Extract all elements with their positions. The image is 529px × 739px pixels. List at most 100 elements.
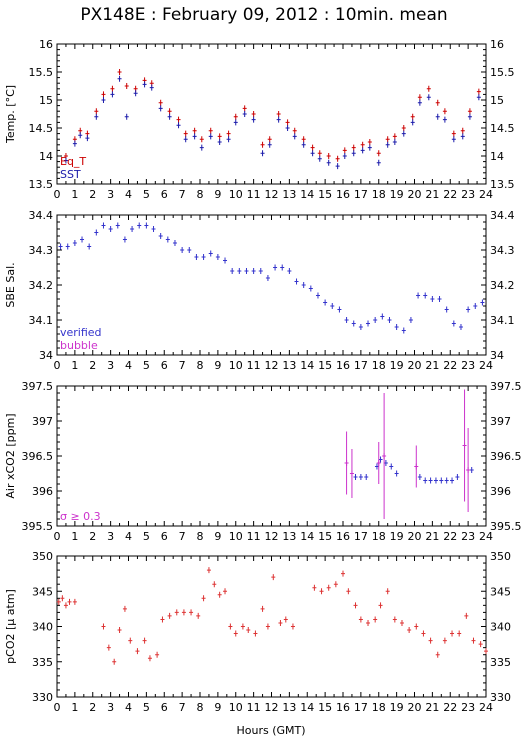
data-point [308,285,313,292]
data-point [233,113,238,120]
data-point [246,627,251,634]
data-point [366,320,371,327]
data-point [330,303,335,309]
data-point [174,609,179,616]
plot-frame [56,43,487,185]
data-point [233,630,238,637]
data-point [135,648,140,655]
x-tick-label: 20 [408,188,422,201]
data-point [344,460,349,466]
y-tick-label-left: 396 [32,485,53,498]
y-tick-label-left: 335 [32,656,53,669]
x-tick-label: 8 [197,701,204,714]
data-point [342,147,347,154]
x-tick-label: 0 [54,359,61,372]
x-tick-label: 9 [214,188,221,201]
temperature-panel: 0 1 2 3 4 5 6 7 8 9 10 11 12 13 14 15 16 17 18 19 20 21 22 23 24… [4,38,515,201]
data-point [223,257,228,264]
x-tick-label: 1 [71,701,78,714]
data-point [335,155,340,162]
data-point [101,623,106,630]
x-tick-label: 18 [372,188,386,201]
x-tick-label: 22 [443,530,457,543]
data-point [417,474,422,480]
data-point [389,463,394,470]
data-point [301,141,306,148]
data-point [433,477,438,484]
data-point [312,584,317,591]
data-point [364,474,369,480]
data-point [273,264,278,271]
data-point [278,619,283,626]
x-tick-label: 12 [265,701,279,714]
x-tick-label: 13 [282,701,296,714]
y-tick-label-right: 396 [490,485,511,498]
data-point [240,623,245,630]
data-point [226,136,231,143]
x-tick-label: 15 [318,359,332,372]
data-point [467,108,472,115]
x-tick-label: 16 [336,188,350,201]
x-tick-label: 14 [300,359,314,372]
data-point [183,136,188,143]
data-point [410,113,415,120]
data-point [78,132,83,139]
x-tick-label: 22 [443,359,457,372]
y-tick-label-right: 15.5 [490,66,515,79]
data-point [58,243,63,250]
y-tick-label-left: 34 [39,349,53,362]
legend-entry: verified [60,326,102,339]
x-tick-label: 20 [408,359,422,372]
y-tick-label-right: 34.4 [490,209,515,222]
data-point [444,477,449,484]
data-point [421,630,426,637]
y-tick-label-right: 16 [490,38,504,51]
data-point [358,616,363,623]
data-point [385,141,390,148]
data-point [319,588,324,595]
y-tick-label-right: 330 [490,691,511,704]
y-tick-label-left: 14 [39,150,53,163]
x-tick-label: 11 [247,359,261,372]
x-tick-label: 11 [247,701,261,714]
x-tick-label: 16 [336,359,350,372]
data-point [283,616,288,623]
data-point [353,602,358,609]
data-point [349,470,354,477]
data-point [217,139,222,145]
data-point [366,619,371,626]
data-point [130,226,135,232]
data-point [464,612,469,619]
x-tick-label: 2 [89,530,96,543]
data-point [176,122,181,129]
data-point [142,637,147,644]
x-tick-label: 18 [372,701,386,714]
y-tick-label-left: 397 [32,415,53,428]
x-tick-label: 7 [179,530,186,543]
data-point [401,130,406,137]
data-point [181,609,186,616]
y-tick-label-right: 395.5 [490,520,522,533]
x-tick-label: 13 [282,530,296,543]
x-tick-label: 11 [247,530,261,543]
x-tick-label: 8 [197,188,204,201]
data-point [165,236,170,243]
data-point [151,226,156,232]
x-tick-label: 22 [443,701,457,714]
data-point [442,116,447,123]
data-point [392,139,397,145]
data-point [147,655,152,662]
x-tick-label: 19 [390,188,404,201]
x-tick-label: 12 [265,359,279,372]
data-point [196,612,201,619]
y-tick-label-left: 397.5 [22,380,54,393]
data-point [65,243,70,250]
data-point [351,150,356,157]
data-point [199,136,204,143]
x-tick-label: 18 [372,359,386,372]
data-point [176,116,181,123]
data-point [172,240,177,246]
data-point [373,317,378,323]
data-point [317,155,322,162]
data-point [285,125,290,131]
